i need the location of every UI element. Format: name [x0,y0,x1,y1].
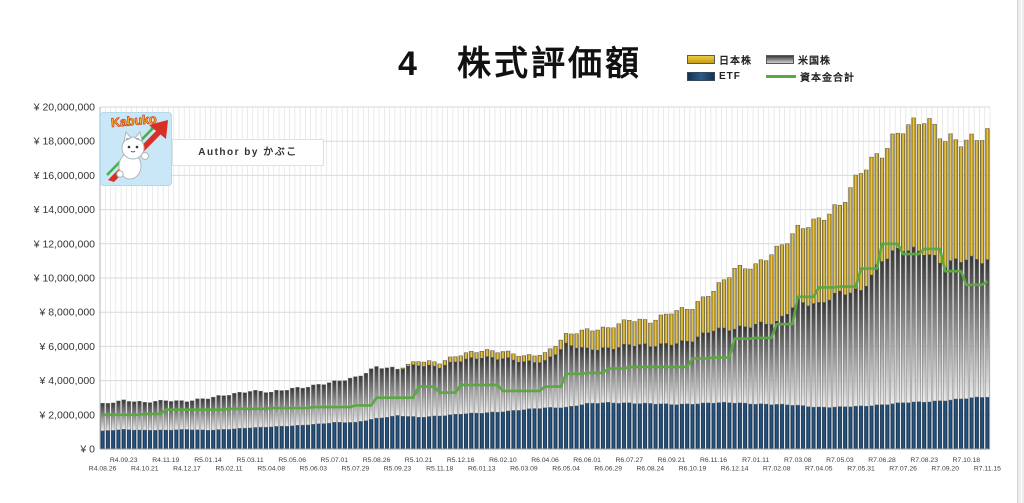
svg-text:¥ 20,000,000: ¥ 20,000,000 [33,102,95,114]
svg-text:R5.01.14: R5.01.14 [194,457,222,464]
svg-text:R7.09.20: R7.09.20 [931,466,959,473]
svg-text:R6.02.10: R6.02.10 [489,457,517,464]
kabuko-logo-text: Kabuko [110,112,157,130]
svg-text:R6.12.14: R6.12.14 [721,466,749,473]
svg-text:R6.04.06: R6.04.06 [531,457,559,464]
svg-text:R7.08.23: R7.08.23 [910,457,938,464]
svg-text:R6.06.29: R6.06.29 [594,466,622,473]
svg-text:¥ 18,000,000: ¥ 18,000,000 [33,136,95,148]
cat-mascot-icon [116,130,149,180]
svg-text:R4.10.21: R4.10.21 [131,466,159,473]
svg-text:R5.05.06: R5.05.06 [278,457,306,464]
author-box: Author by かぶこ [172,139,324,166]
svg-text:¥ 2,000,000: ¥ 2,000,000 [39,409,96,421]
etf-swatch-icon [687,71,715,81]
svg-text:R5.03.11: R5.03.11 [237,457,264,464]
legend-item-capital-total: 資本金合計 [766,69,855,84]
legend-label-us-stocks: 米国株 [798,55,831,67]
legend-item-etf: ETF [687,69,741,83]
svg-text:R5.07.29: R5.07.29 [342,466,370,473]
svg-text:R5.10.21: R5.10.21 [405,457,433,464]
legend-label-capital-total: 資本金合計 [800,72,855,84]
legend-item-us-stocks: 米国株 [766,52,831,67]
svg-text:R6.08.24: R6.08.24 [637,466,665,473]
right-edge-strip [1017,0,1024,503]
svg-text:¥ 0: ¥ 0 [79,444,95,456]
svg-text:R6.09.21: R6.09.21 [658,457,686,464]
svg-text:¥ 12,000,000: ¥ 12,000,000 [33,238,95,250]
svg-text:R5.07.01: R5.07.01 [321,457,349,464]
svg-text:R7.05.31: R7.05.31 [847,466,875,473]
svg-text:R6.06.01: R6.06.01 [573,457,601,464]
svg-text:¥ 10,000,000: ¥ 10,000,000 [33,273,95,285]
svg-text:R7.02.08: R7.02.08 [763,466,791,473]
svg-text:R6.03.09: R6.03.09 [510,466,538,473]
svg-text:¥ 6,000,000: ¥ 6,000,000 [39,341,96,353]
svg-text:R5.02.11: R5.02.11 [215,466,242,473]
capital-total-line [102,242,989,417]
svg-text:R7.05.03: R7.05.03 [826,457,854,464]
svg-text:¥ 8,000,000: ¥ 8,000,000 [39,307,96,319]
kabuko-logo: Kabuko [100,112,172,186]
legend-item-japan-stocks: 日本株 [687,52,752,67]
svg-text:R5.12.16: R5.12.16 [447,457,475,464]
chart-title: 4 株式評価額 [398,45,642,83]
svg-text:R6.01.13: R6.01.13 [468,466,496,473]
svg-text:R5.11.18: R5.11.18 [426,466,453,473]
svg-text:R4.11.19: R4.11.19 [152,457,179,464]
svg-text:¥ 4,000,000: ¥ 4,000,000 [39,375,96,387]
svg-text:R5.04.08: R5.04.08 [257,466,285,473]
x-axis-labels: R4.08.26 R4.09.23 R4.10.21 R4.11.19 R4.12.17… [89,457,1001,473]
svg-text:R6.05.04: R6.05.04 [552,466,580,473]
svg-text:R7.01.11: R7.01.11 [742,457,769,464]
svg-text:R6.11.16: R6.11.16 [700,457,727,464]
svg-text:R5.08.26: R5.08.26 [363,457,391,464]
svg-text:R5.06.03: R5.06.03 [300,466,328,473]
capital-line-swatch-icon [766,74,796,78]
svg-text:R4.08.26: R4.08.26 [89,466,117,473]
y-axis-labels: ¥ 0 ¥ 2,000,000 ¥ 4,000,000 ¥ 6,000,000 ¥ 8,… [33,102,95,456]
svg-text:R7.03.08: R7.03.08 [784,457,812,464]
legend-label-japan-stocks: 日本株 [719,55,752,67]
svg-text:R6.07.27: R6.07.27 [616,457,644,464]
svg-text:R6.10.19: R6.10.19 [679,466,707,473]
svg-text:R7.04.05: R7.04.05 [805,466,833,473]
svg-text:R5.09.23: R5.09.23 [384,466,412,473]
legend-label-etf: ETF [719,70,741,82]
svg-text:R7.11.15: R7.11.15 [974,466,1001,473]
svg-text:¥ 16,000,000: ¥ 16,000,000 [33,170,95,182]
svg-text:R7.10.18: R7.10.18 [953,457,981,464]
japan-stocks-swatch-icon [687,54,715,64]
svg-text:R4.09.23: R4.09.23 [110,457,138,464]
us-stocks-swatch-icon [766,54,794,64]
svg-text:R4.12.17: R4.12.17 [173,466,201,473]
svg-text:¥ 14,000,000: ¥ 14,000,000 [33,204,95,216]
svg-text:R7.07.26: R7.07.26 [889,466,917,473]
svg-text:R7.06.28: R7.06.28 [868,457,896,464]
